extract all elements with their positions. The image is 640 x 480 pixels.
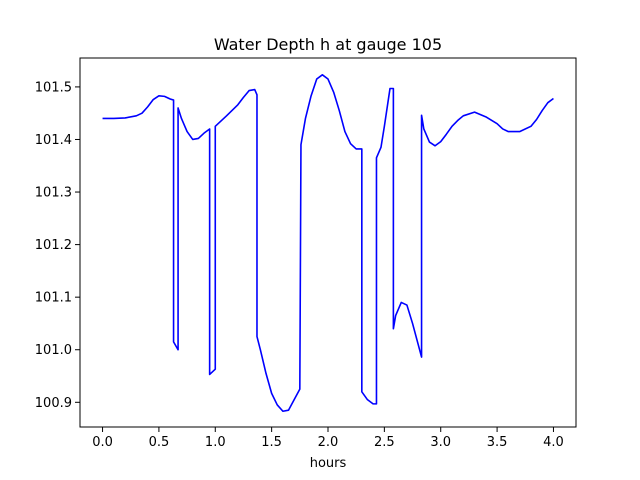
y-tick-label: 100.9 bbox=[35, 396, 72, 411]
y-tick-label: 101.3 bbox=[35, 186, 72, 201]
x-tick-label: 1.5 bbox=[261, 435, 282, 450]
x-tick-label: 2.0 bbox=[318, 435, 339, 450]
x-tick-label: 2.5 bbox=[374, 435, 395, 450]
x-tick-label: 1.0 bbox=[205, 435, 226, 450]
x-tick-label: 0.0 bbox=[92, 435, 113, 450]
x-tick-label: 3.5 bbox=[487, 435, 508, 450]
plot-area bbox=[102, 74, 554, 413]
y-tick-label: 101.1 bbox=[35, 291, 72, 306]
y-tick-label: 101.2 bbox=[35, 238, 72, 253]
y-tick-label: 101.5 bbox=[35, 80, 72, 95]
y-axis: 100.9 101.0 101.1 101.2 101.3 101.4 101.5 bbox=[35, 80, 80, 411]
y-tick-label: 101.0 bbox=[35, 343, 72, 358]
x-tick-label: 4.0 bbox=[543, 435, 564, 450]
x-axis-label: hours bbox=[310, 456, 347, 471]
axes-frame bbox=[79, 57, 577, 428]
x-axis: 0.0 0.5 1.0 1.5 2.0 2.5 3.0 3.5 4.0 bbox=[92, 427, 564, 450]
chart-title: Water Depth h at gauge 105 bbox=[214, 35, 442, 54]
y-tick-label: 101.4 bbox=[35, 133, 72, 148]
series-line bbox=[102, 74, 554, 413]
x-tick-label: 0.5 bbox=[149, 435, 170, 450]
x-tick-label: 3.0 bbox=[430, 435, 451, 450]
